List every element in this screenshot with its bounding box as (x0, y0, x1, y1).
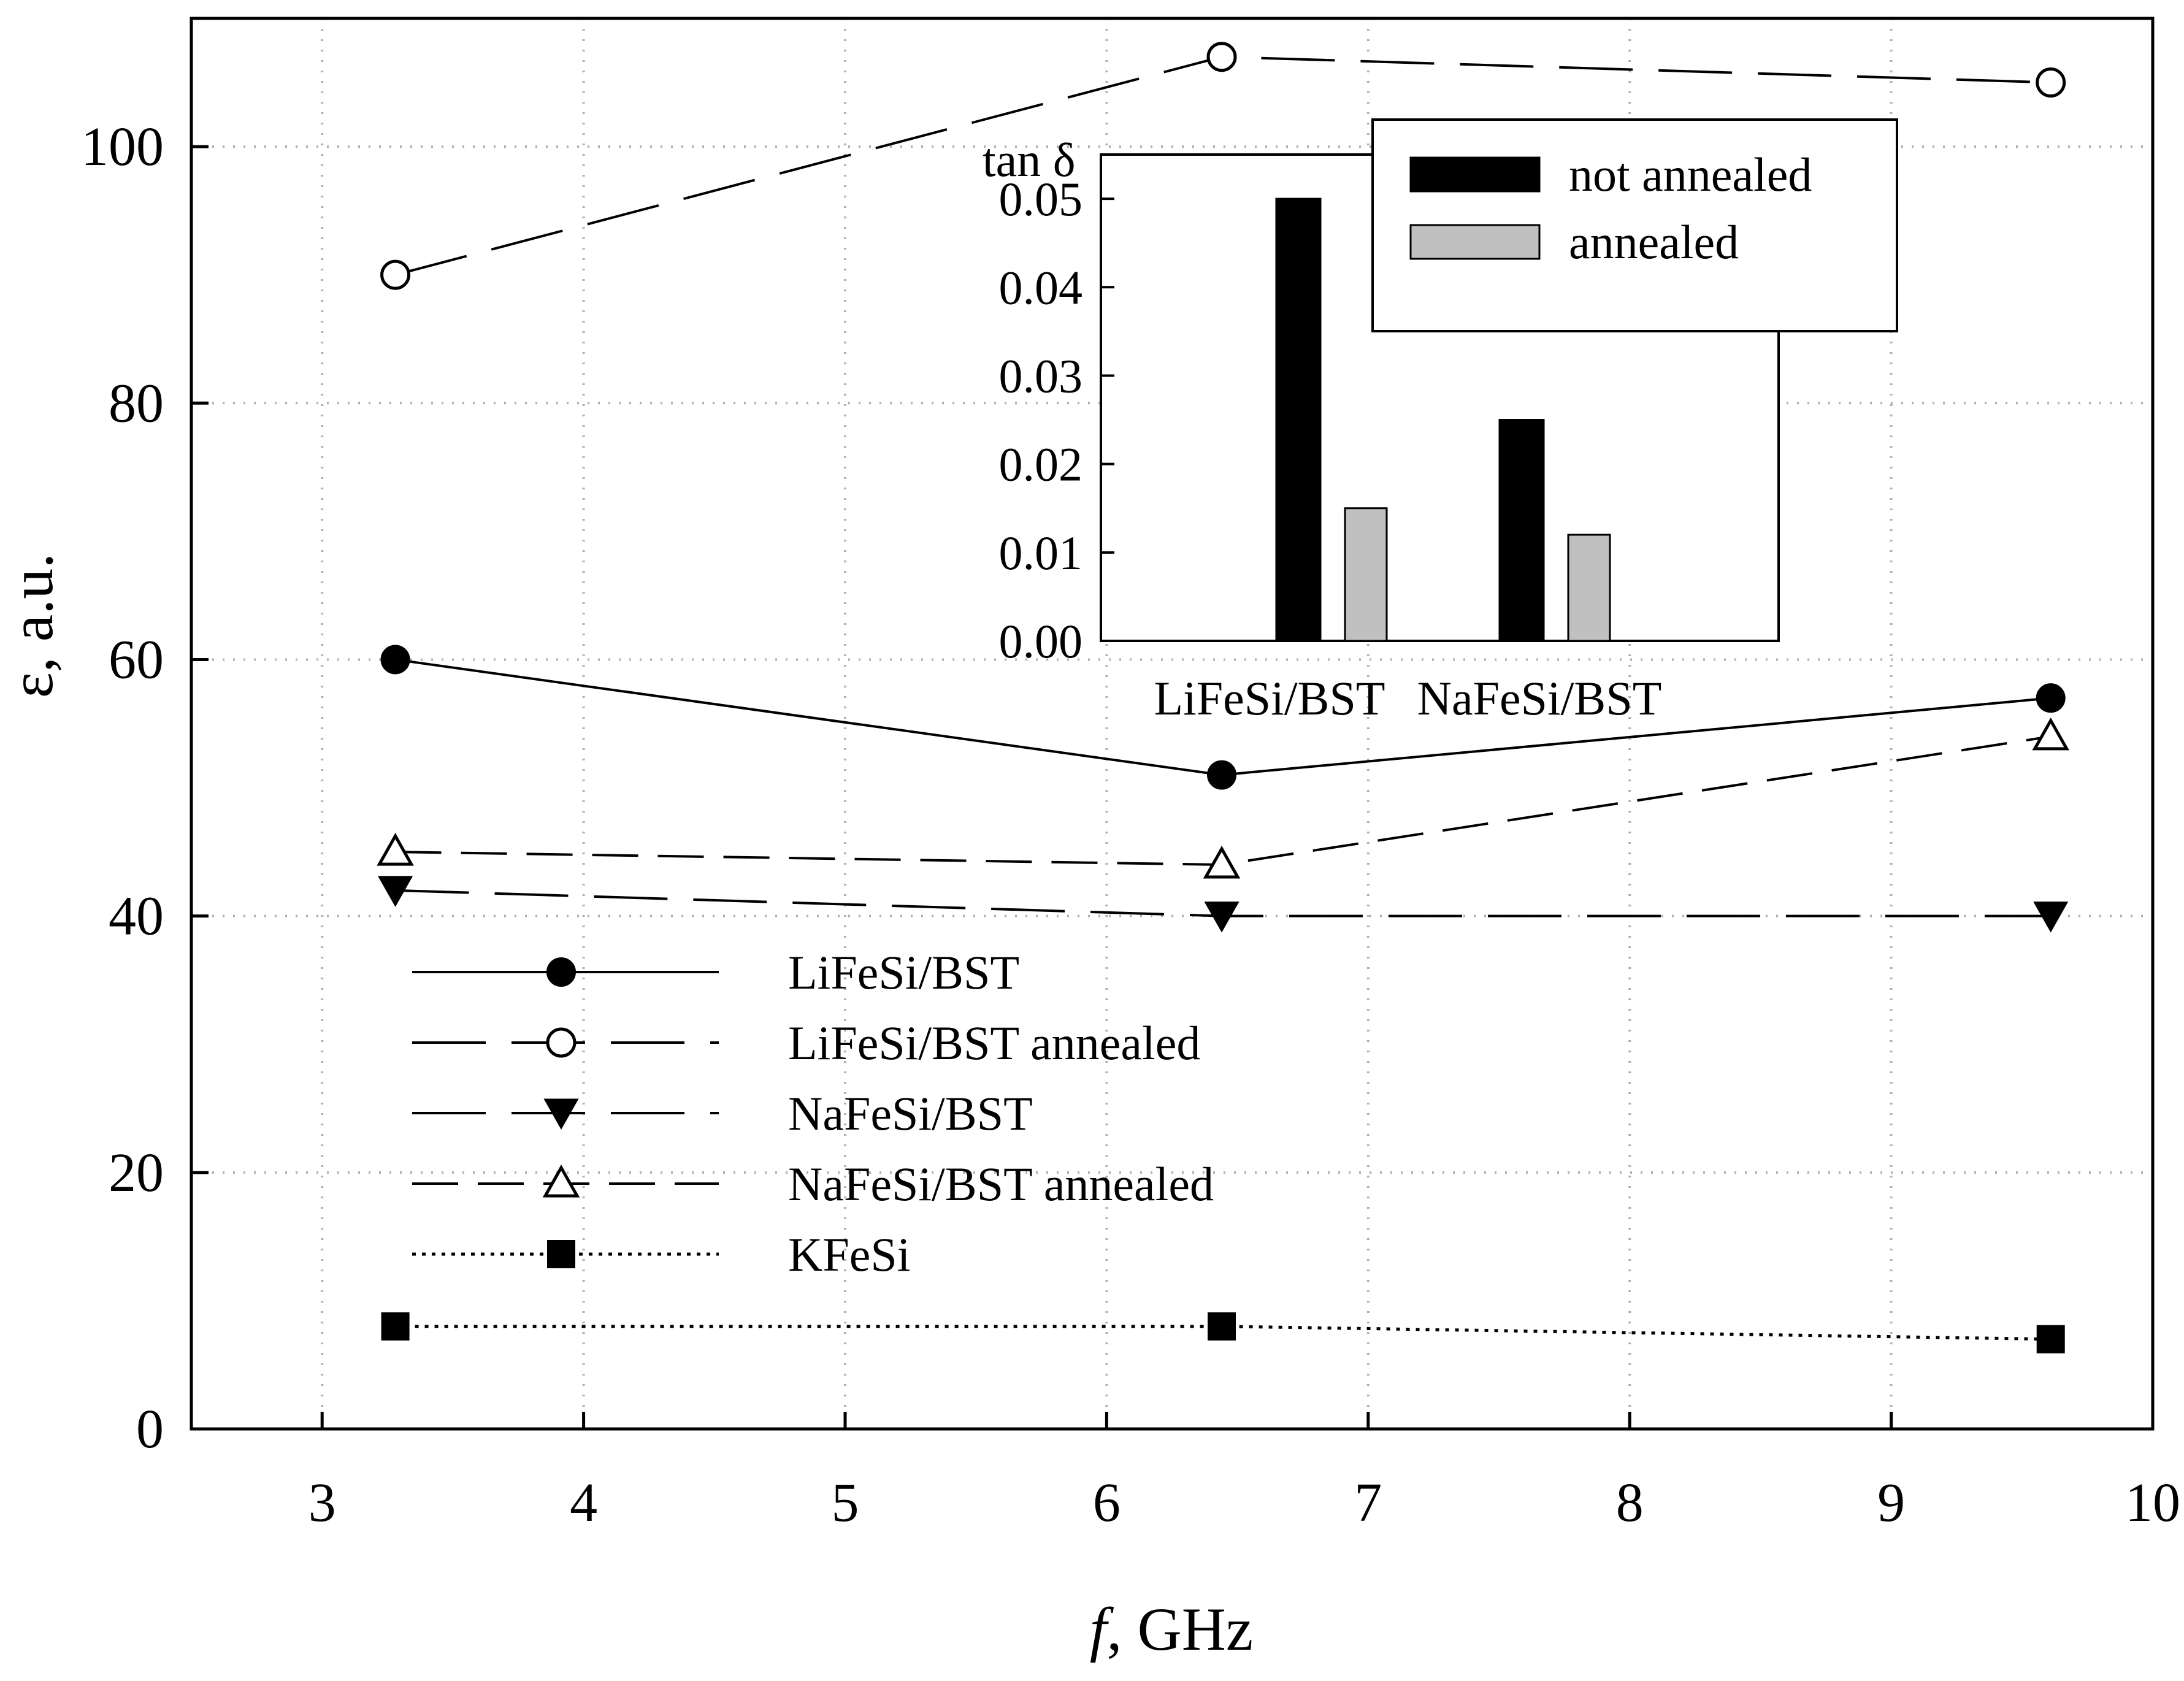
main-markers (377, 42, 2069, 1354)
inset-bar-chart: 0.00 0.01 0.02 0.03 0.04 0.05 LiFeSi/BST NaFeS… (983, 118, 1898, 725)
data-point-series-0 (1207, 760, 1237, 790)
plot-frame (190, 17, 2155, 1431)
inset-legend-swatch (1409, 224, 1541, 260)
inset-y-axis-title: tan δ (983, 133, 1076, 186)
x-tick-label: 4 (570, 1472, 597, 1533)
data-point-series-3 (377, 833, 414, 866)
inset-bar (1275, 197, 1322, 642)
data-point-series-3 (1203, 845, 1241, 879)
data-point-series-1 (380, 259, 411, 290)
x-tick-label: 9 (1877, 1472, 1905, 1533)
y-tick-label: 0 (136, 1399, 164, 1460)
inset-y-tick-label: 0.01 (999, 526, 1083, 580)
inset-legend-swatch (1409, 156, 1541, 193)
legend-label-2: NaFeSi/BST (788, 1087, 1033, 1140)
legend-label-0: LiFeSi/BST (788, 946, 1019, 999)
legend-label-1: LiFeSi/BST annealed (788, 1016, 1200, 1070)
y-tick-label: 40 (109, 886, 164, 947)
data-point-series-4 (2036, 1325, 2065, 1354)
data-point-series-0 (380, 645, 410, 675)
data-point-series-0 (2036, 683, 2066, 713)
x-tick-label: 5 (832, 1472, 859, 1533)
inset-y-tick-label: 0.00 (999, 615, 1083, 668)
inset-y-tick-label: 0.02 (999, 438, 1083, 491)
legend-label-3: NaFeSi/BST annealed (788, 1157, 1214, 1211)
legend-marker-0 (546, 957, 576, 987)
data-point-series-1 (2036, 67, 2066, 98)
x-tick-label: 10 (2125, 1472, 2180, 1533)
inset-bar (1498, 419, 1545, 642)
y-tick-label: 20 (109, 1143, 164, 1203)
legend-marker-4 (547, 1240, 575, 1268)
y-axis-title: ε, a.u. (0, 553, 66, 698)
x-tick-label: 8 (1616, 1472, 1644, 1533)
x-tick-label: 7 (1354, 1472, 1382, 1533)
legend-marker-3 (542, 1164, 580, 1198)
data-point-series-2 (378, 876, 413, 907)
inset-bars (1275, 197, 1611, 642)
data-point-series-2 (2033, 902, 2069, 933)
x-axis-title-rest: , GHz (1106, 1595, 1253, 1663)
inset-bar (1567, 534, 1611, 642)
data-point-series-4 (381, 1312, 410, 1341)
inset-bar (1344, 507, 1388, 642)
main-axes (190, 17, 2155, 1431)
inset-y-tick-label: 0.04 (999, 261, 1083, 314)
inset-category-labels: LiFeSi/BST NaFeSi/BST (1154, 672, 1661, 725)
legend-marker-1 (546, 1027, 577, 1058)
series-line-3 (395, 735, 2052, 867)
inset-y-ticks: 0.00 0.01 0.02 0.03 0.04 0.05 (999, 172, 1114, 668)
main-legend: LiFeSi/BST LiFeSi/BST annealed NaFeSi/BST N… (412, 946, 1214, 1281)
x-tick-label: 3 (308, 1472, 336, 1533)
x-tick-label: 6 (1093, 1472, 1121, 1533)
inset-legend-label: not annealed (1569, 148, 1812, 201)
y-tick-label: 100 (81, 117, 164, 177)
data-point-series-2 (1204, 902, 1240, 933)
data-point-series-1 (1206, 42, 1237, 72)
inset-category-label: LiFeSi/BST (1154, 672, 1385, 725)
legend-label-4: KFeSi (788, 1228, 910, 1281)
inset-legend-label: annealed (1569, 215, 1739, 269)
y-tick-label: 80 (109, 373, 164, 434)
data-point-series-3 (2032, 717, 2069, 751)
inset-y-tick-label: 0.05 (999, 172, 1083, 226)
inset-legend: not annealed annealed (1371, 118, 1898, 332)
x-axis-title: f, GHz (1090, 1595, 1254, 1663)
legend-marker-2 (543, 1098, 579, 1130)
inset-category-label: NaFeSi/BST (1417, 672, 1662, 725)
inset-y-tick-label: 0.03 (999, 349, 1083, 402)
data-point-series-4 (1208, 1312, 1236, 1341)
y-tick-label: 60 (109, 629, 164, 690)
